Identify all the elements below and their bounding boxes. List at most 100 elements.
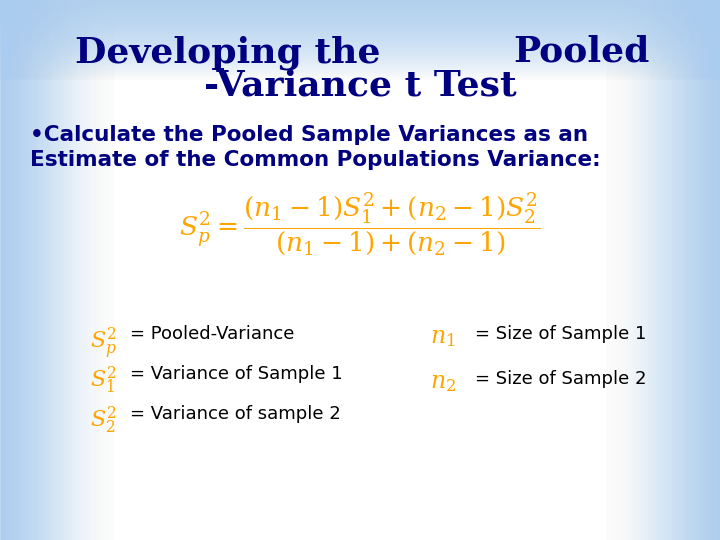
Bar [35, 0, 36, 540]
Bar [699, 0, 700, 540]
Bar [2, 0, 3, 540]
Bar [659, 0, 660, 540]
Bar [64, 0, 65, 540]
Bar [96, 0, 97, 540]
Bar [26, 0, 27, 540]
Bar [33, 0, 34, 540]
Bar [632, 0, 633, 540]
Bar [626, 0, 627, 540]
Bar [0, 41, 720, 42]
Text: Pooled: Pooled [513, 35, 650, 69]
Bar [0, 57, 720, 58]
Bar [0, 73, 720, 74]
Text: •Calculate the Pooled Sample Variances as an: •Calculate the Pooled Sample Variances a… [30, 125, 588, 145]
Bar [75, 0, 76, 540]
Bar [11, 0, 12, 540]
Bar [667, 0, 668, 540]
Bar [0, 69, 720, 70]
Bar [53, 0, 54, 540]
Bar [679, 0, 680, 540]
Bar [660, 0, 661, 540]
Bar [0, 20, 720, 21]
Bar [78, 0, 79, 540]
Bar [700, 0, 701, 540]
Bar [648, 0, 649, 540]
Bar [87, 0, 88, 540]
Bar [86, 0, 87, 540]
Bar [714, 0, 715, 540]
Bar [698, 0, 699, 540]
Bar [689, 0, 690, 540]
Bar [608, 0, 609, 540]
Bar [676, 0, 677, 540]
Bar [62, 0, 63, 540]
Bar [24, 0, 25, 540]
Bar [0, 65, 720, 66]
Bar [695, 0, 696, 540]
Bar [665, 0, 666, 540]
Bar [101, 0, 102, 540]
Bar [637, 0, 638, 540]
Bar [102, 0, 103, 540]
Bar [615, 0, 616, 540]
Bar [0, 25, 720, 26]
Bar [0, 19, 720, 20]
Bar [113, 0, 114, 540]
Bar [112, 0, 113, 540]
Bar [641, 0, 642, 540]
Bar [48, 0, 49, 540]
Bar [0, 67, 720, 68]
Bar [69, 0, 70, 540]
Bar [0, 63, 720, 64]
Bar [0, 30, 720, 31]
Bar [65, 0, 66, 540]
Bar [39, 0, 40, 540]
Bar [0, 36, 720, 37]
Bar [0, 62, 720, 63]
Bar [31, 0, 32, 540]
Bar [98, 0, 99, 540]
Bar [16, 0, 17, 540]
Bar [12, 0, 13, 540]
Bar [67, 0, 68, 540]
Bar [82, 0, 83, 540]
Bar [638, 0, 639, 540]
Bar [0, 51, 720, 52]
Bar [0, 34, 720, 35]
Bar [634, 0, 635, 540]
Bar [627, 0, 628, 540]
Bar [666, 0, 667, 540]
Bar [0, 66, 720, 67]
Bar [711, 0, 712, 540]
Bar [93, 0, 94, 540]
Bar [44, 0, 45, 540]
Bar [655, 0, 656, 540]
Text: = Variance of sample 2: = Variance of sample 2 [130, 405, 341, 423]
Text: = Size of Sample 1: = Size of Sample 1 [475, 325, 647, 343]
Bar [611, 0, 612, 540]
Bar [671, 0, 672, 540]
Bar [616, 0, 617, 540]
Bar [61, 0, 62, 540]
Bar [84, 0, 85, 540]
Bar [713, 0, 714, 540]
Bar [663, 0, 664, 540]
Bar [0, 0, 720, 1]
Bar [0, 26, 720, 27]
Bar [675, 0, 676, 540]
Text: $n_2$: $n_2$ [430, 370, 456, 394]
Bar [25, 0, 26, 540]
Bar [0, 50, 720, 51]
Bar [697, 0, 698, 540]
Text: = Size of Sample 2: = Size of Sample 2 [475, 370, 647, 388]
Bar [70, 0, 71, 540]
Bar [7, 0, 8, 540]
Bar [37, 0, 38, 540]
Bar [623, 0, 624, 540]
Bar [692, 0, 693, 540]
Bar [97, 0, 98, 540]
Bar [668, 0, 669, 540]
Bar [95, 0, 96, 540]
Bar [45, 0, 46, 540]
Bar [88, 0, 89, 540]
